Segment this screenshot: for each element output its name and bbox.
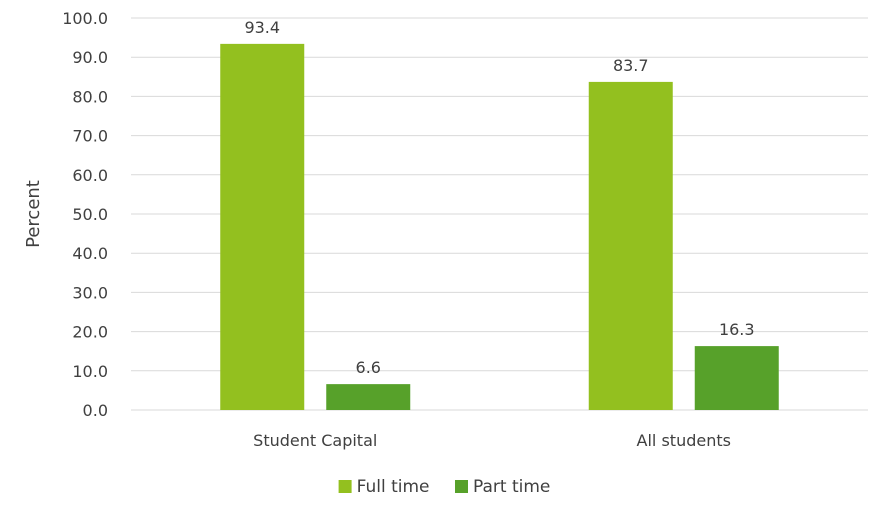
- y-tick-label: 10.0: [72, 362, 108, 381]
- y-tick-label: 30.0: [72, 283, 108, 302]
- bar-full-time: [588, 81, 673, 410]
- legend-swatch: [338, 480, 352, 493]
- y-tick-label: 50.0: [72, 205, 108, 224]
- bars: [220, 43, 779, 410]
- y-tick-label: 80.0: [72, 87, 108, 106]
- legend-swatch: [455, 480, 468, 493]
- data-labels: 93.4 6.6 83.7 16.3: [244, 18, 754, 377]
- x-axis-categories: Student Capital All students: [253, 431, 731, 450]
- data-label: 6.6: [356, 358, 381, 377]
- x-category-label: Student Capital: [253, 431, 377, 450]
- y-tick-label: 90.0: [72, 48, 108, 67]
- y-axis-title: Percent: [23, 180, 44, 248]
- y-tick-label: 20.0: [72, 323, 108, 342]
- bar-part-time: [326, 384, 411, 410]
- y-tick-label: 0.0: [83, 401, 108, 420]
- data-label: 93.4: [244, 18, 280, 37]
- y-tick-label: 70.0: [72, 127, 108, 146]
- bar-part-time: [694, 346, 779, 410]
- legend: Full time Part time: [338, 477, 550, 497]
- y-axis-ticks: 0.0 10.0 20.0 30.0 40.0 50.0 60.0 70.0 80.0 90.0 1…: [62, 9, 108, 420]
- y-tick-label: 40.0: [72, 244, 108, 263]
- bar-full-time: [220, 43, 305, 410]
- data-label: 83.7: [613, 56, 649, 75]
- legend-label: Part time: [473, 477, 550, 497]
- x-category-label: All students: [637, 431, 731, 450]
- y-tick-label: 100.0: [62, 9, 108, 28]
- data-label: 16.3: [719, 320, 755, 339]
- legend-label: Full time: [357, 477, 430, 497]
- y-tick-label: 60.0: [72, 166, 108, 185]
